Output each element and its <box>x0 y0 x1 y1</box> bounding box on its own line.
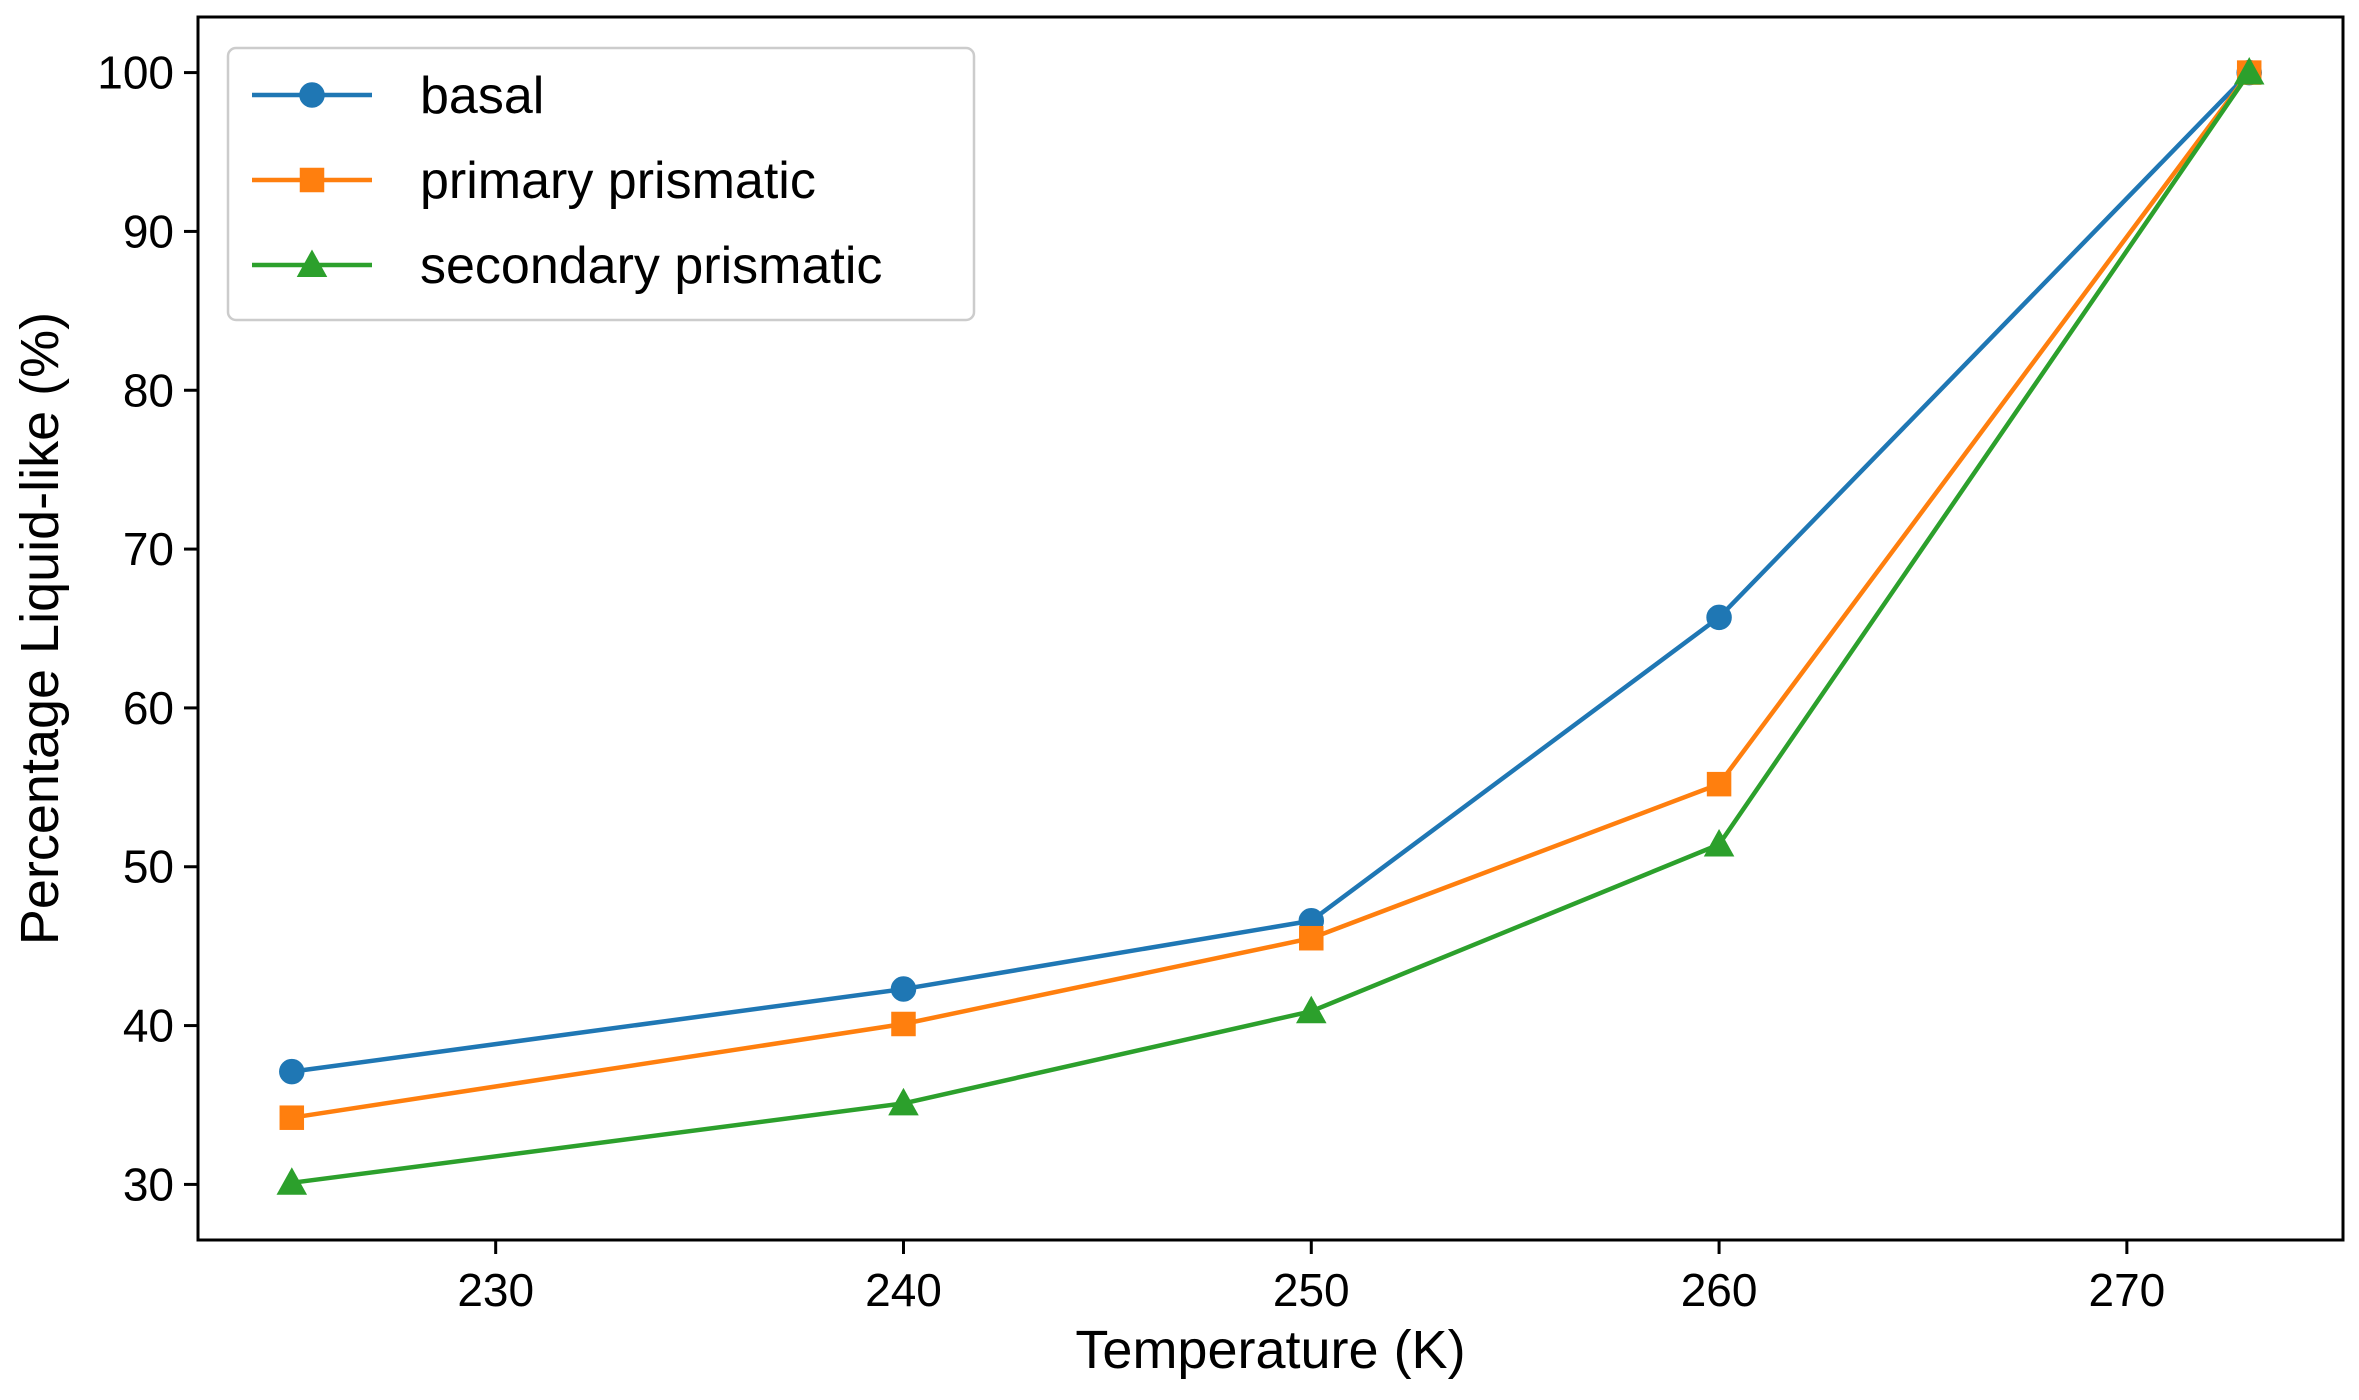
y-axis-title: Percentage Liquid-like (%) <box>10 312 70 945</box>
y-axis: 30 40 50 60 70 80 90 100 <box>97 47 198 1210</box>
legend-item-secondary-prismatic: secondary prismatic <box>252 237 882 295</box>
x-tick-label: 240 <box>865 1264 942 1316</box>
x-axis: 230 240 250 260 270 <box>457 1240 2165 1316</box>
data-point-basal <box>890 976 917 1002</box>
legend-box <box>226 46 976 322</box>
data-point-secondary-prismatic <box>1703 828 1735 857</box>
x-tick-label: 230 <box>457 1264 534 1316</box>
y-tick-label: 100 <box>97 47 174 99</box>
legend-label: basal <box>420 67 544 125</box>
x-axis-title: Temperature (K) <box>1075 1320 1465 1380</box>
legend-item-basal: basal <box>252 67 544 125</box>
legend-item-primary-prismatic: primary prismatic <box>252 152 816 210</box>
data-point-primary-prismatic <box>279 1105 305 1130</box>
series-layer <box>276 57 2265 1195</box>
y-tick-label: 80 <box>123 364 174 416</box>
data-point-basal <box>1706 604 1732 631</box>
legend-label: primary prismatic <box>420 152 816 210</box>
y-tick-label: 50 <box>123 841 174 893</box>
x-tick-label: 270 <box>2088 1264 2165 1316</box>
x-tick-label: 260 <box>1681 1264 1758 1316</box>
legend-swatch-marker <box>299 82 325 108</box>
legend-label: secondary prismatic <box>420 237 882 295</box>
y-tick-label: 60 <box>123 682 174 734</box>
x-tick-label: 250 <box>1273 1264 1350 1316</box>
y-tick-label: 30 <box>123 1158 174 1210</box>
legend-swatch-marker <box>296 249 328 277</box>
data-point-primary-prismatic <box>1299 925 1324 951</box>
data-point-secondary-prismatic <box>276 1167 308 1195</box>
y-tick-label: 70 <box>123 523 174 575</box>
data-point-basal <box>279 1058 305 1085</box>
plot-frame <box>196 15 2345 1242</box>
data-point-secondary-prismatic <box>1296 995 1327 1024</box>
legend: basal primary prismatic secondary prismati… <box>226 46 976 322</box>
data-point-primary-prismatic <box>1706 771 1732 797</box>
data-point-primary-prismatic <box>891 1011 916 1037</box>
series-secondary-prismatic <box>276 57 2265 1195</box>
data-point-secondary-prismatic <box>2233 57 2265 85</box>
data-point-secondary-prismatic <box>888 1087 919 1116</box>
legend-swatch-marker <box>299 167 325 193</box>
y-tick-label: 40 <box>123 1000 174 1052</box>
y-tick-label: 90 <box>123 205 174 257</box>
